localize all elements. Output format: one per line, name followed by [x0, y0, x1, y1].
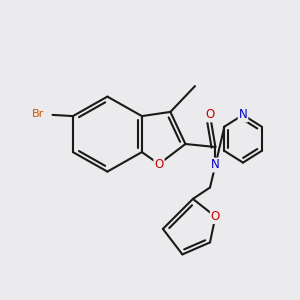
Text: N: N: [238, 108, 247, 122]
Text: Br: Br: [32, 109, 44, 119]
Text: O: O: [206, 108, 214, 122]
Text: N: N: [211, 158, 220, 172]
Text: O: O: [211, 210, 220, 223]
Text: O: O: [154, 158, 164, 171]
